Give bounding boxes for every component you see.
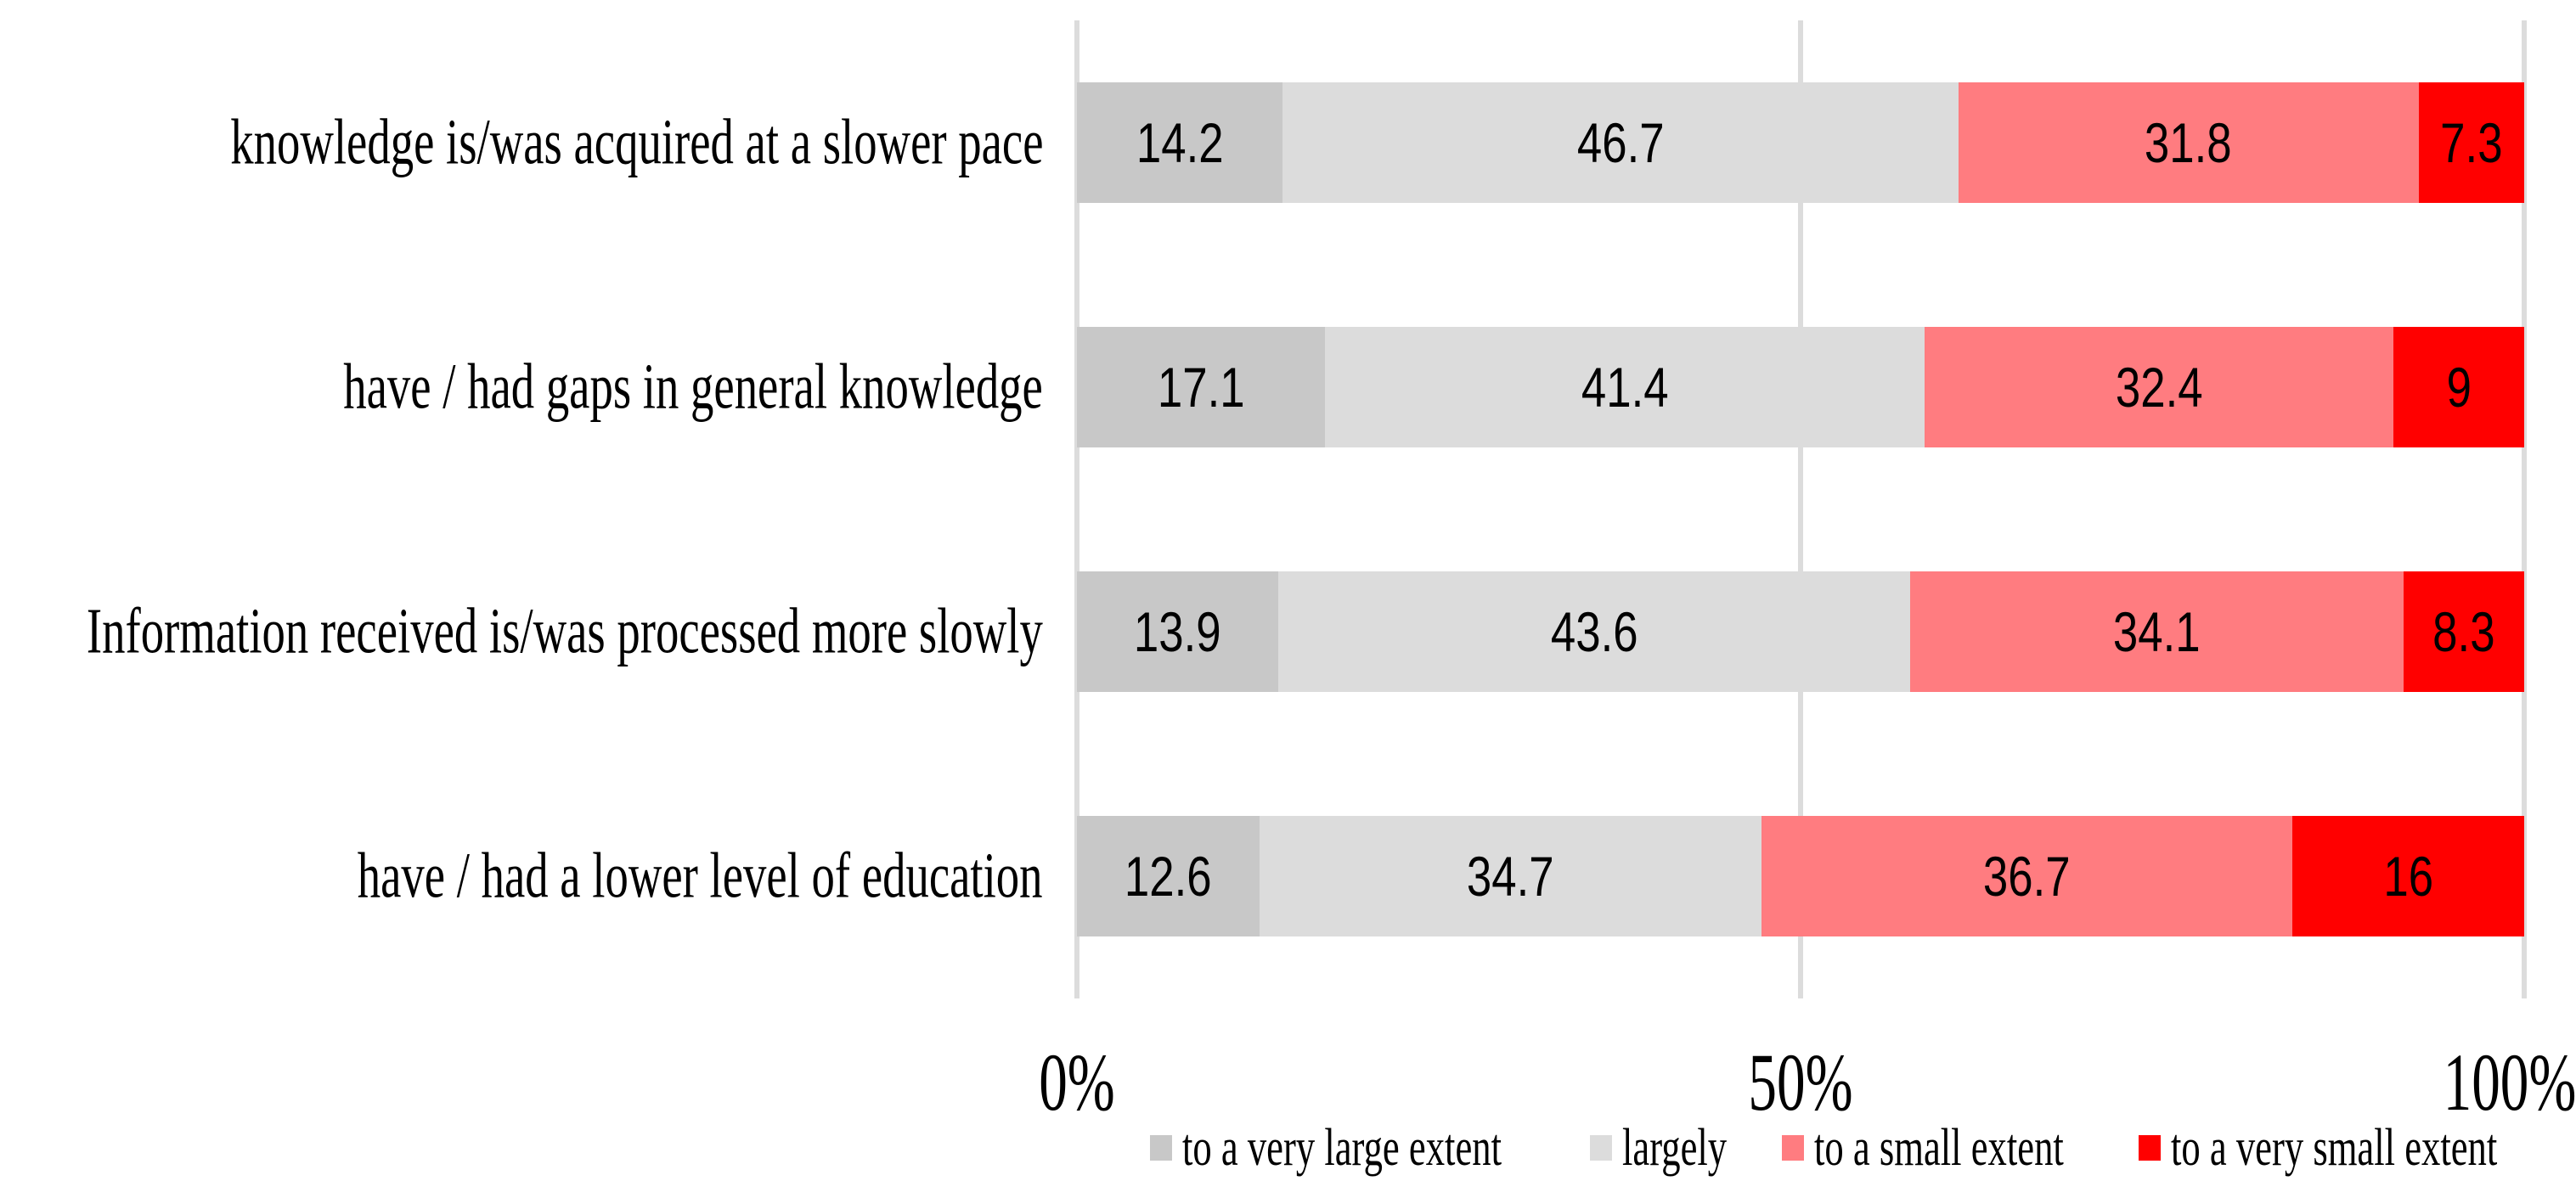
x-axis-tick-text: 50% (1748, 1037, 1853, 1128)
plot-area (1074, 20, 2527, 998)
bar-value-label: 43.6 (1550, 600, 1638, 663)
category-label-text: have / had gaps in general knowledge (343, 351, 1043, 423)
bar-value-label: 41.4 (1581, 356, 1669, 419)
bar-segment: 12.6 (1077, 816, 1260, 936)
bar-value-label: 9 (2446, 356, 2472, 419)
bar-segment: 14.2 (1077, 82, 1282, 203)
bar-segment: 32.4 (1924, 327, 2394, 447)
bar-value-label: 12.6 (1124, 845, 1212, 908)
legend-label: to a very large extent (1182, 1119, 1502, 1177)
legend-label: largely (1622, 1119, 1728, 1177)
legend-item: largely (1590, 1119, 1767, 1177)
bar-segment: 43.6 (1278, 571, 1910, 692)
gridline-0% (1074, 20, 1079, 998)
bar-value-label: 34.7 (1466, 845, 1554, 908)
category-label-text: Information received is/was processed mo… (87, 595, 1043, 667)
legend-label: to a very small extent (2171, 1119, 2498, 1177)
bar-value-label: 8.3 (2432, 600, 2495, 663)
bar-segment: 9 (2393, 327, 2524, 447)
bar-segment: 17.1 (1077, 327, 1325, 447)
bar-row: 12.6 34.7 36.7 16 (1077, 816, 2524, 936)
legend-marker (2139, 1135, 2161, 1161)
category-label: have / had a lower level of education (91, 840, 1043, 914)
bar-segment: 34.7 (1259, 816, 1761, 936)
bar-segment: 34.1 (1909, 571, 2404, 692)
bar-row: 17.1 41.4 32.4 9 (1077, 327, 2524, 447)
legend-item: to a very small extent (2139, 1119, 2576, 1177)
bar-value-label: 7.3 (2440, 111, 2503, 174)
legend-label: to a small extent (1814, 1119, 2064, 1177)
bar-row: 14.2 46.7 31.8 7.3 (1077, 82, 2524, 203)
category-label: knowledge is/was acquired at a slower pa… (0, 106, 1043, 180)
legend-marker (1782, 1135, 1804, 1161)
bar-value-label: 16 (2383, 845, 2434, 908)
category-label: have / had gaps in general knowledge (71, 351, 1043, 425)
category-label-text: knowledge is/was acquired at a slower pa… (229, 106, 1043, 178)
bar-value-label: 31.8 (2145, 111, 2233, 174)
bar-segment: 13.9 (1077, 571, 1279, 692)
legend-marker (1590, 1135, 1612, 1161)
bar-value-label: 17.1 (1157, 356, 1245, 419)
legend-item: to a small extent (1782, 1119, 2161, 1177)
bar-value-label: 36.7 (1983, 845, 2072, 908)
bar-value-label: 32.4 (2115, 356, 2203, 419)
category-label-text: have / had a lower level of education (358, 840, 1043, 912)
bar-value-label: 46.7 (1576, 111, 1665, 174)
bar-value-label: 34.1 (2113, 600, 2201, 663)
bar-segment: 8.3 (2404, 571, 2524, 692)
bar-segment: 7.3 (2418, 82, 2524, 203)
bar-segment: 46.7 (1282, 82, 1959, 203)
x-axis-tick-text: 100% (2443, 1037, 2576, 1128)
legend-item: to a very large extent (1150, 1119, 1626, 1177)
gridline-100% (2522, 20, 2527, 998)
legend-marker (1150, 1135, 1172, 1161)
gridline-50% (1798, 20, 1803, 998)
bar-segment: 16 (2292, 816, 2524, 936)
bar-segment: 31.8 (1958, 82, 2419, 203)
bar-row: 13.9 43.6 34.1 8.3 (1077, 571, 2524, 692)
bar-segment: 36.7 (1761, 816, 2293, 936)
category-label: Information received is/was processed mo… (0, 595, 1043, 669)
bar-value-label: 14.2 (1136, 111, 1224, 174)
bar-value-label: 13.9 (1134, 600, 1221, 663)
x-axis-tick-text: 0% (1039, 1037, 1115, 1128)
bar-segment: 41.4 (1324, 327, 1925, 447)
